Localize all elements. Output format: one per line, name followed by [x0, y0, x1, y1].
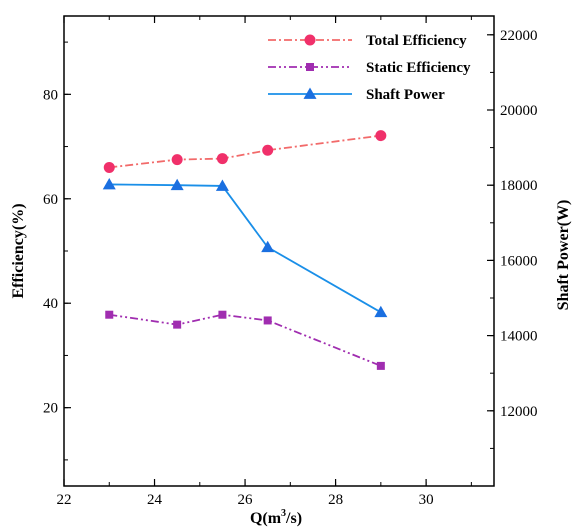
total-efficiency-series [103, 130, 387, 173]
legend-label-total-efficiency: Total Efficiency [366, 33, 467, 49]
shaft-power-point [102, 177, 116, 190]
total-efficiency-line [109, 134, 381, 169]
shaft-power-point [215, 179, 229, 191]
shaft-power-point [170, 178, 184, 191]
total-efficiency-point [103, 161, 115, 173]
x-tick-label: 22 [57, 492, 72, 508]
shaft-power-series [102, 177, 388, 318]
total-efficiency-point [171, 154, 183, 166]
legend-marker-static-efficiency [306, 63, 314, 71]
legend-label-static-efficiency: Static Efficiency [366, 60, 471, 76]
y-tick-label: 20 [43, 401, 58, 417]
total-efficiency-point [216, 153, 228, 165]
series-group [102, 130, 388, 370]
shaft-power-line [109, 183, 382, 314]
legend-label-shaft-power: Shaft Power [366, 87, 445, 103]
x-tick-label: 24 [147, 492, 163, 508]
y2-tick-label: 16000 [500, 253, 538, 269]
total-efficiency-point [262, 144, 274, 156]
x-axis-title: Q(m3/s) [250, 508, 302, 527]
y2-tick-label: 14000 [500, 329, 538, 345]
y2-tick-label: 20000 [500, 103, 538, 119]
shaft-power-point [374, 305, 388, 318]
x-tick-label: 26 [238, 492, 254, 508]
legend-marker-total-efficiency [304, 34, 316, 46]
static-efficiency-series [105, 310, 385, 370]
static-efficiency-point [218, 310, 227, 319]
legend-marker-shaft-power [303, 87, 317, 99]
y-axis-title: Efficiency(%) [10, 203, 27, 298]
total-efficiency-point [375, 130, 387, 142]
y-tick-label: 80 [43, 87, 58, 103]
y2-axis-title: Shaft Power(W) [555, 200, 572, 311]
y2-tick-label: 18000 [500, 178, 538, 194]
static-efficiency-point [173, 320, 182, 329]
static-efficiency-point [105, 310, 114, 319]
x-tick-label: 30 [419, 492, 434, 508]
y-tick-label: 60 [43, 192, 58, 208]
legend: Total Efficiency Static Efficiency Shaft P… [268, 33, 471, 103]
static-efficiency-point [263, 316, 272, 325]
shaft-power-point [261, 240, 275, 253]
static-efficiency-point [376, 361, 385, 370]
axis-ticks: 22 24 26 28 30 20 40 60 80 12000 14000 16000 18000 20… [43, 16, 538, 508]
y-tick-label: 40 [43, 296, 58, 312]
y2-tick-label: 22000 [500, 28, 538, 44]
y2-tick-label: 12000 [500, 404, 538, 420]
x-tick-label: 28 [328, 492, 343, 508]
static-efficiency-line [109, 313, 382, 367]
